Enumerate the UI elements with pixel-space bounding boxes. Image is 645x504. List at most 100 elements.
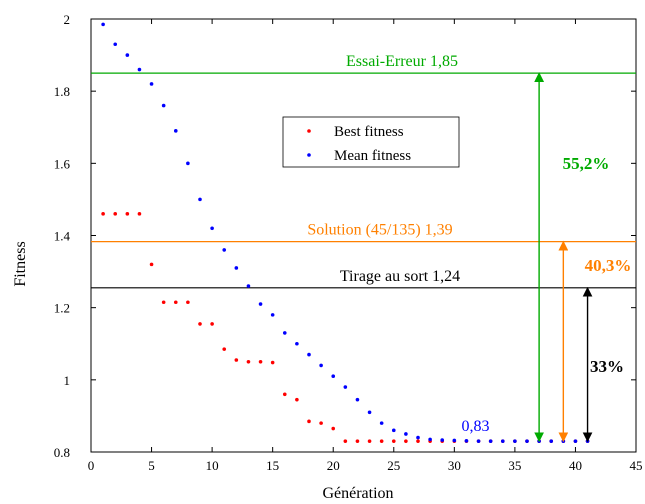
- point-best: [391, 439, 396, 443]
- reference-label-essai: Essai-Erreur 1,85: [346, 53, 458, 70]
- point-best: [379, 439, 384, 443]
- point-mean: [525, 439, 529, 443]
- point-mean: [452, 438, 457, 443]
- point-mean: [440, 438, 445, 442]
- value-label-min: 0,83: [462, 418, 490, 435]
- point-mean: [173, 129, 178, 133]
- point-best: [282, 392, 287, 397]
- y-tick-label: 0.8: [54, 445, 70, 460]
- point-best: [343, 439, 348, 443]
- point-mean: [137, 67, 142, 72]
- point-best: [416, 439, 420, 443]
- x-tick-label: 5: [148, 458, 155, 473]
- percent-label-essai: 55,2%: [563, 154, 610, 173]
- point-mean: [246, 284, 251, 288]
- x-tick-label: 20: [327, 458, 340, 473]
- reference-label-solution: Solution (45/135) 1,39: [307, 222, 452, 239]
- point-mean: [186, 161, 190, 166]
- legend: Best fitness Mean fitness: [282, 116, 460, 168]
- point-best: [234, 358, 239, 362]
- point-mean: [113, 42, 118, 47]
- y-axis-label: Fitness: [12, 241, 29, 286]
- point-best: [331, 426, 336, 431]
- point-mean: [404, 432, 408, 436]
- point-mean: [258, 302, 263, 306]
- y-tick-label: 1.4: [54, 229, 71, 244]
- x-axis-label: Génération: [322, 485, 393, 502]
- point-best: [186, 300, 190, 305]
- x-tick-label: 10: [206, 458, 219, 473]
- point-best: [258, 359, 263, 364]
- point-best: [404, 439, 408, 443]
- point-mean: [125, 53, 130, 57]
- point-mean: [488, 439, 493, 443]
- point-best: [198, 322, 202, 326]
- percentage-arrows: 55,2% 40,3% 33%: [534, 72, 632, 443]
- point-mean: [270, 313, 275, 317]
- point-best: [307, 419, 311, 424]
- point-best: [367, 439, 372, 443]
- x-tick-label: 45: [630, 458, 643, 473]
- x-tick-label: 30: [448, 458, 461, 473]
- point-mean: [513, 439, 517, 443]
- legend-marker-best: [307, 129, 311, 133]
- point-mean: [355, 397, 360, 402]
- y-tick-label: 1: [64, 373, 71, 388]
- x-tick-label: 15: [266, 458, 279, 473]
- point-best: [295, 397, 299, 402]
- point-mean: [307, 352, 311, 357]
- point-mean: [573, 439, 578, 443]
- reference-lines: Essai-Erreur 1,85 Solution (45/135) 1,39 T…: [91, 53, 636, 289]
- x-tick-label: 35: [508, 458, 521, 473]
- point-mean: [222, 248, 227, 252]
- point-mean: [198, 197, 202, 202]
- point-mean: [101, 22, 105, 27]
- y-tick-label: 2: [64, 12, 71, 27]
- point-mean: [379, 421, 384, 425]
- point-mean: [428, 437, 432, 442]
- point-mean: [464, 439, 469, 443]
- point-mean: [343, 385, 348, 389]
- legend-label-best: Best fitness: [334, 124, 404, 140]
- percent-label-tirage: 33%: [590, 357, 624, 376]
- point-best: [161, 300, 166, 305]
- point-best: [137, 212, 142, 216]
- y-tick-label: 1.6: [54, 156, 71, 171]
- y-tick-label: 1.8: [54, 84, 70, 99]
- point-mean: [234, 266, 239, 270]
- point-best: [125, 212, 130, 216]
- point-mean: [416, 435, 420, 440]
- legend-marker-mean: [307, 153, 311, 157]
- legend-label-mean: Mean fitness: [334, 148, 411, 164]
- point-mean: [210, 226, 214, 231]
- point-best: [210, 322, 214, 326]
- point-best: [101, 212, 105, 216]
- point-mean: [331, 374, 336, 379]
- axis-ticks: 0 5 10 15 20 25 30 35 40 45 0.8 1 1.2 1.4 1.6 1.8 2: [54, 12, 643, 473]
- point-best: [270, 360, 275, 365]
- x-tick-label: 0: [88, 458, 95, 473]
- point-best: [355, 439, 360, 443]
- point-mean: [319, 363, 323, 368]
- legend-box: [282, 116, 460, 168]
- series-points: 0,83: [101, 22, 590, 443]
- point-mean: [500, 439, 505, 443]
- point-best: [319, 421, 323, 425]
- reference-label-tirage: Tirage au sort 1,24: [340, 268, 460, 285]
- point-mean: [282, 331, 287, 335]
- x-tick-label: 40: [569, 458, 582, 473]
- percent-label-solution: 40,3%: [585, 256, 632, 275]
- point-mean: [476, 439, 481, 443]
- x-tick-label: 25: [387, 458, 400, 473]
- point-best: [173, 300, 178, 305]
- point-mean: [149, 82, 154, 86]
- point-best: [149, 262, 154, 267]
- point-best: [222, 347, 227, 351]
- point-best: [246, 359, 251, 364]
- point-mean: [367, 410, 372, 415]
- point-mean: [295, 341, 299, 346]
- point-mean: [391, 428, 396, 433]
- point-best: [113, 212, 118, 216]
- y-tick-label: 1.2: [54, 301, 70, 316]
